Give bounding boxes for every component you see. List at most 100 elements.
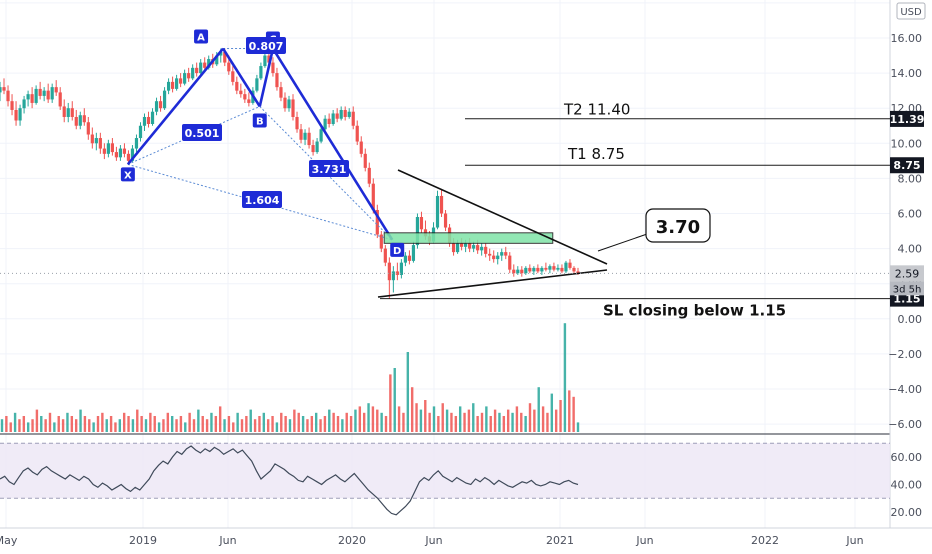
volume-bar bbox=[554, 409, 558, 432]
volume-bar bbox=[66, 412, 69, 432]
time-axis-tick: May bbox=[0, 534, 18, 547]
drawings: T2 11.40 T1 8.75 SL closing below 1.15 3.70… bbox=[0, 29, 890, 320]
pattern-leg bbox=[221, 47, 261, 108]
rsi-series-line bbox=[0, 445, 579, 516]
time-axis-tick: Jun bbox=[845, 534, 863, 547]
volume-bar bbox=[266, 419, 270, 432]
volume-bar bbox=[428, 412, 431, 432]
candle-body bbox=[227, 62, 231, 72]
candle-body bbox=[492, 255, 496, 260]
volume-bar bbox=[127, 416, 130, 432]
candle-body bbox=[259, 66, 263, 79]
candle-body bbox=[524, 267, 528, 274]
candle-body bbox=[383, 248, 387, 263]
volume-bar bbox=[559, 400, 562, 432]
candle-body bbox=[150, 111, 155, 124]
volume-bar bbox=[354, 409, 357, 432]
volume-bar bbox=[0, 419, 4, 432]
candle-body bbox=[399, 262, 403, 275]
volume-bar bbox=[458, 406, 462, 432]
ratio-badge bbox=[309, 160, 349, 177]
candle-body bbox=[207, 59, 211, 68]
candle-body bbox=[66, 108, 70, 117]
volume-bar bbox=[528, 403, 532, 432]
candle-body bbox=[287, 99, 291, 109]
candle-body bbox=[219, 52, 223, 56]
candle-body bbox=[552, 266, 556, 270]
volume-bar bbox=[192, 419, 196, 432]
candle-body bbox=[528, 267, 532, 272]
volume-bar bbox=[424, 400, 427, 432]
volume-bar bbox=[441, 403, 444, 432]
currency-label: USD bbox=[900, 7, 922, 18]
volume-bar bbox=[61, 419, 65, 432]
candle-body bbox=[86, 122, 90, 135]
candle-body bbox=[98, 138, 102, 149]
candle-body bbox=[58, 92, 62, 107]
candle-body bbox=[82, 115, 86, 123]
candlesticks bbox=[0, 48, 580, 299]
price-axis-tick: 8.00 bbox=[898, 172, 923, 185]
rsi-axis-tick: 20.00 bbox=[891, 506, 923, 519]
ratio-label: 0.501 bbox=[185, 127, 220, 140]
candle-body bbox=[30, 94, 34, 103]
volume-bar bbox=[480, 412, 484, 432]
candle-body bbox=[331, 113, 335, 124]
volume-bar bbox=[201, 416, 204, 432]
volume-bar bbox=[236, 412, 239, 432]
price-axis-tick: 0.00 bbox=[898, 313, 923, 326]
last-price-text: 2.59 bbox=[895, 267, 920, 280]
candle-body bbox=[223, 52, 227, 63]
candle-body bbox=[472, 245, 476, 249]
candle-body bbox=[411, 245, 416, 261]
ratio-badge bbox=[182, 124, 222, 141]
volume-bar bbox=[485, 406, 488, 432]
volume-bar bbox=[40, 416, 43, 432]
candle-body bbox=[548, 266, 552, 270]
candle-body bbox=[459, 243, 464, 247]
volume-bar bbox=[432, 406, 436, 432]
candle-body bbox=[488, 253, 492, 256]
time-axis-tick: Jun bbox=[424, 534, 442, 547]
candle-body bbox=[166, 81, 171, 91]
candle-body bbox=[403, 255, 408, 263]
volume-bar bbox=[214, 416, 218, 432]
volume-bar bbox=[367, 403, 370, 432]
volume-bar bbox=[314, 412, 318, 432]
candle-body bbox=[14, 109, 18, 121]
volume-bar bbox=[380, 412, 383, 432]
volume-bar bbox=[262, 412, 266, 432]
candle-body bbox=[271, 62, 275, 74]
candle-body bbox=[26, 94, 30, 100]
volume-bar bbox=[463, 412, 466, 432]
volume-bar bbox=[240, 419, 244, 432]
candle-body bbox=[42, 90, 46, 96]
candle-body bbox=[243, 94, 247, 100]
volume-bar bbox=[454, 416, 458, 432]
candle-body bbox=[508, 255, 512, 270]
callout-text: 3.70 bbox=[656, 217, 700, 238]
candle-body bbox=[568, 262, 572, 268]
candle-body bbox=[323, 118, 327, 130]
price-axis-tick: 10.00 bbox=[891, 137, 923, 150]
candle-body bbox=[476, 245, 480, 251]
volume-bar bbox=[397, 406, 401, 432]
volume-bar bbox=[489, 416, 492, 432]
volume-bar bbox=[258, 416, 261, 432]
volume-bar bbox=[389, 374, 392, 432]
triangle-upper-line bbox=[397, 169, 608, 265]
candle-body bbox=[564, 262, 568, 272]
candle-body bbox=[375, 209, 379, 235]
volume-bar bbox=[275, 422, 279, 432]
candle-body bbox=[395, 271, 399, 275]
candle-body bbox=[130, 148, 135, 161]
pattern-point-badge bbox=[194, 29, 209, 44]
volume-bar bbox=[319, 419, 322, 432]
candle-body bbox=[283, 97, 287, 109]
candle-body bbox=[291, 99, 295, 117]
pattern-leg bbox=[271, 47, 394, 241]
volume-bar bbox=[114, 422, 117, 432]
callout-pointer bbox=[597, 232, 651, 252]
